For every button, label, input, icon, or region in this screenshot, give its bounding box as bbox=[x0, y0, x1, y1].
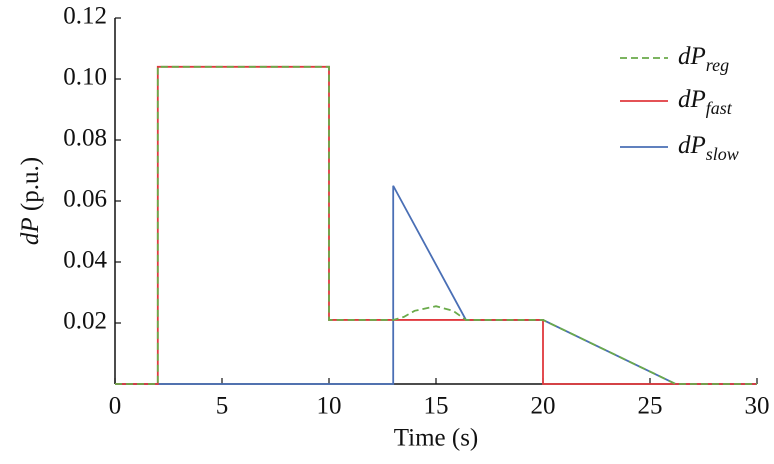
series-line bbox=[115, 65, 757, 385]
y-axis-label-unit: (p.u.) bbox=[17, 157, 44, 211]
x-tick-label: 10 bbox=[317, 393, 342, 420]
legend-name: dP bbox=[678, 43, 706, 70]
x-tick-label: 20 bbox=[531, 393, 556, 420]
x-axis-label: Time (s) bbox=[394, 425, 479, 452]
x-tick-label: 25 bbox=[638, 393, 663, 420]
legend-name: dP bbox=[678, 132, 706, 159]
legend-subscript: reg bbox=[706, 55, 729, 75]
y-tick-label: 0.10 bbox=[63, 64, 107, 91]
x-tick-label: 0 bbox=[109, 393, 122, 420]
legend-label: dPfast bbox=[678, 86, 733, 118]
series-line bbox=[115, 185, 757, 385]
y-tick-label: 0.04 bbox=[63, 247, 107, 274]
y-tick-label: 0.06 bbox=[63, 186, 107, 213]
x-tick-label: 15 bbox=[424, 393, 449, 420]
y-tick-label: 0.08 bbox=[63, 125, 107, 152]
legend-label: dPslow bbox=[678, 132, 739, 164]
legend-label: dPreg bbox=[678, 43, 729, 75]
legend-name: dP bbox=[678, 86, 706, 113]
series-line bbox=[115, 65, 757, 385]
x-tick-label: 30 bbox=[745, 393, 770, 420]
legend-subscript: fast bbox=[706, 98, 733, 118]
legend-subscript: slow bbox=[706, 144, 739, 164]
x-tick-label: 5 bbox=[216, 393, 229, 420]
y-tick-label: 0.12 bbox=[63, 3, 107, 30]
y-axis-label-italic: dP bbox=[17, 217, 44, 245]
y-axis-label: dP (p.u.) bbox=[17, 157, 44, 245]
y-tick-label: 0.02 bbox=[63, 308, 107, 335]
